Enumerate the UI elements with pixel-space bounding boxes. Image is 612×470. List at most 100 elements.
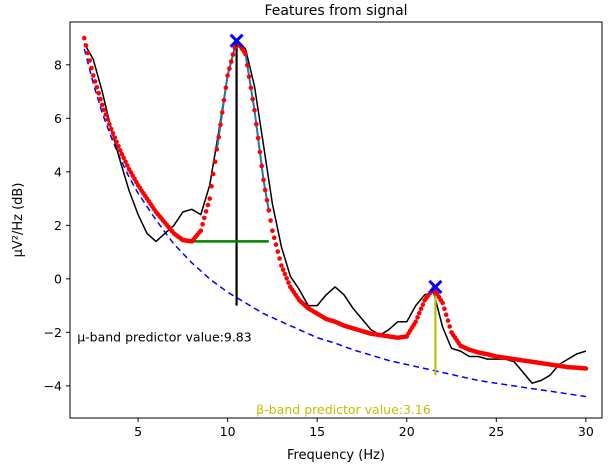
fitted-point (415, 315, 420, 320)
fitted-point (277, 256, 282, 261)
fitted-point (266, 208, 272, 213)
fitted-point (221, 97, 227, 103)
fitted-point (270, 228, 275, 233)
fitted-point (253, 121, 259, 127)
annotation-layer: μ-band predictor value:9.83 β-band predic… (77, 330, 431, 417)
fitted-point (112, 135, 118, 140)
y-tick-label: 2 (54, 218, 62, 233)
x-tick-label: 30 (578, 424, 594, 439)
fitted-point (273, 242, 279, 247)
y-axis-label: μV²/Hz (dB) (11, 183, 26, 258)
fitted-point (279, 263, 284, 268)
fitted-point (282, 271, 288, 277)
fitted-point (268, 218, 273, 223)
peak-marker-2 (428, 279, 443, 294)
fitted-point (413, 319, 419, 325)
fitted-point (255, 135, 261, 141)
fitted-point (85, 50, 91, 56)
fitted-point (262, 187, 268, 193)
y-tick-label: 6 (54, 111, 62, 126)
chart-title: Features from signal (264, 3, 407, 19)
fitted-point (98, 96, 103, 102)
fitted-point (261, 177, 266, 183)
fitted-point (92, 79, 98, 84)
predictor-annotation-1: μ-band predictor value:9.83 (77, 330, 252, 345)
fitted-point (286, 280, 291, 285)
fitted-point (119, 151, 125, 157)
x-tick-label: 5 (134, 424, 142, 439)
fitted-point (248, 85, 254, 91)
fitted-point (284, 276, 290, 281)
x-tick-label: 20 (399, 424, 415, 439)
fitted-point (420, 302, 426, 307)
fitted-point (271, 235, 277, 240)
fitted-point (105, 117, 110, 122)
fitted-point (440, 300, 445, 306)
y-tick-label: 4 (54, 164, 62, 179)
fitted-point (264, 197, 270, 203)
fitted-point (101, 107, 107, 113)
fitted-point (250, 96, 255, 102)
fitted-point (203, 209, 209, 214)
fitted-point (209, 184, 214, 189)
fitted-point (87, 58, 92, 63)
fitted-point (116, 143, 121, 149)
fitted-point (228, 59, 234, 64)
fitted-point (82, 35, 87, 41)
fitted-point (225, 73, 230, 78)
fitted-point (232, 45, 238, 50)
fitted-point (107, 121, 112, 127)
fitted-point (99, 102, 105, 108)
fitted-point (117, 148, 123, 153)
fitted-point (83, 43, 89, 48)
fitted-point (211, 171, 216, 177)
fitted-point (103, 112, 109, 117)
fitted-point (216, 134, 221, 140)
fitted-point (123, 159, 128, 164)
fitted-point (245, 63, 250, 68)
x-tick-label: 10 (220, 424, 236, 439)
fitted-point (252, 108, 257, 113)
y-tick-label: 0 (54, 271, 62, 286)
fitted-point (230, 52, 236, 57)
x-axis-label: Frequency (Hz) (287, 448, 385, 463)
fitted-point (447, 324, 453, 329)
y-axis-ticks: −4 −2 0 2 4 6 8 (44, 57, 70, 393)
axes-frame (69, 21, 603, 419)
aperiodic-fit-line (83, 48, 587, 398)
fitted-point (125, 163, 130, 168)
fitted-point (94, 85, 100, 90)
fitted-point (243, 51, 248, 57)
predictor-annotation-2: β-band predictor value:3.16 (256, 402, 431, 417)
fitted-point (114, 139, 119, 145)
fitted-point (583, 366, 589, 371)
y-tick-label: −2 (44, 325, 62, 340)
fitted-point (214, 147, 220, 152)
y-tick-label: 8 (54, 57, 62, 72)
x-tick-label: 15 (309, 424, 325, 439)
fitted-point (207, 196, 212, 201)
fitted-point (110, 131, 116, 136)
fitted-point (280, 267, 286, 273)
fitted-point (442, 306, 447, 312)
fitted-point (257, 149, 263, 155)
fitted-point (89, 65, 94, 71)
fitted-point (246, 74, 252, 79)
fitted-point (91, 73, 96, 78)
fitted-point (445, 318, 451, 323)
fitted-point (96, 90, 101, 96)
fitted-point (443, 312, 449, 318)
fitted-point (417, 310, 422, 316)
fitted-point (200, 222, 205, 227)
fitted-point (223, 85, 229, 91)
fitted-point (121, 155, 126, 161)
x-axis-ticks: 5 10 15 20 25 30 (134, 418, 594, 439)
fitted-point (202, 215, 207, 221)
x-tick-label: 25 (488, 424, 504, 439)
fitted-point (220, 110, 225, 115)
fitted-point (198, 228, 204, 233)
fitted-point (275, 249, 281, 254)
fitted-point (259, 163, 265, 169)
